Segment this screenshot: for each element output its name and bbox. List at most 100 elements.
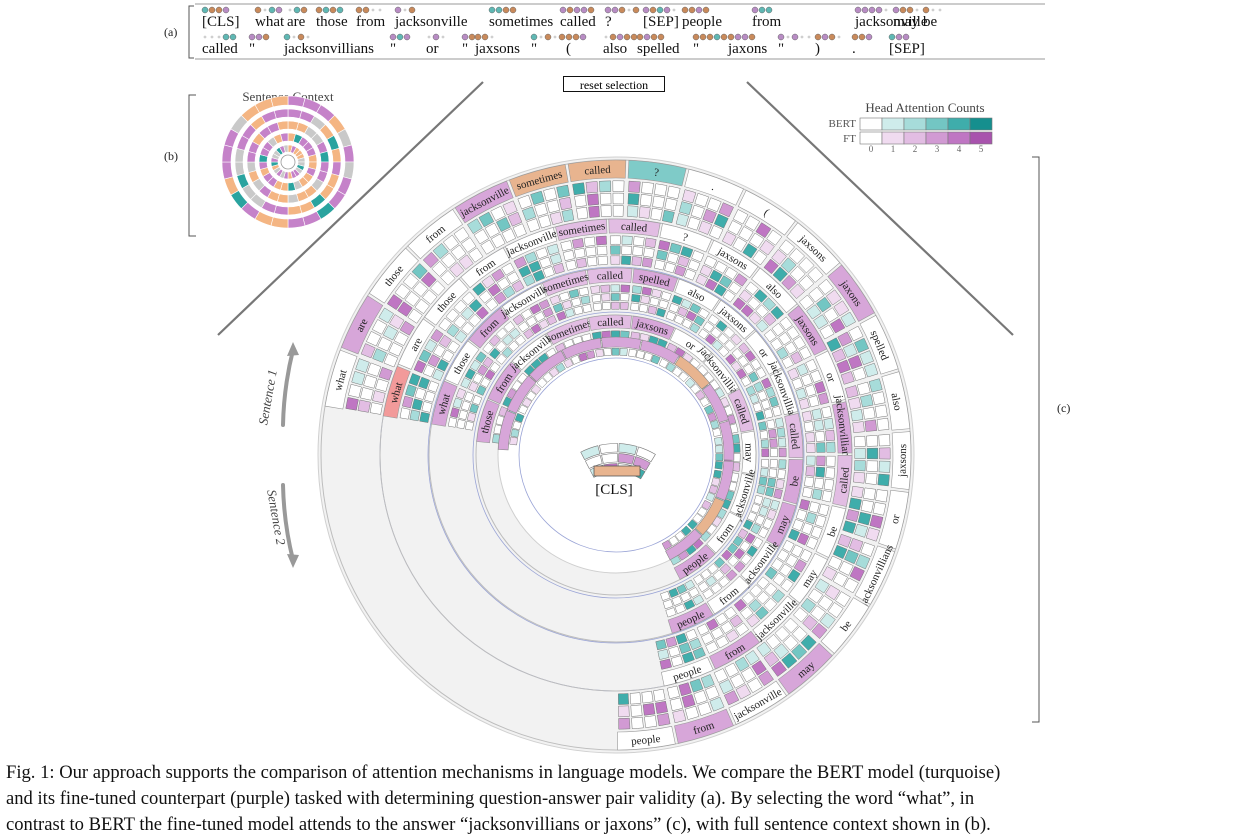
ring-word-segment[interactable] xyxy=(468,307,510,349)
ring-word-segment[interactable] xyxy=(476,399,500,444)
ring-word-segment[interactable] xyxy=(769,369,799,416)
ring-word-segment[interactable] xyxy=(832,454,853,507)
ring-word-segment[interactable] xyxy=(397,318,436,370)
inner-word-segment[interactable] xyxy=(601,336,642,350)
ring-word-segment[interactable] xyxy=(703,353,740,395)
ring-word-segment[interactable] xyxy=(881,371,911,431)
ring-word-segment[interactable] xyxy=(752,595,799,642)
token-0-5[interactable]: jacksonville xyxy=(394,14,468,30)
token-1-16[interactable]: [SEP] xyxy=(889,41,925,57)
ring-word-segment[interactable] xyxy=(673,544,716,580)
ring-word-segment[interactable] xyxy=(631,315,675,341)
ring-word-segment[interactable] xyxy=(667,602,714,634)
inner-word-segment[interactable] xyxy=(561,337,602,360)
ring-word-segment[interactable] xyxy=(684,168,744,206)
ring-word-segment[interactable] xyxy=(728,680,787,725)
inner-word-segment[interactable] xyxy=(506,375,537,414)
ring-word-segment[interactable] xyxy=(669,328,712,363)
ring-word-segment[interactable] xyxy=(706,511,742,554)
token-1-11[interactable]: " xyxy=(693,41,699,57)
ring-word-segment[interactable] xyxy=(827,264,875,322)
ring-word-segment[interactable] xyxy=(608,218,661,238)
reset-selection-button[interactable]: reset selection xyxy=(563,76,665,92)
token-0-11[interactable]: from xyxy=(752,14,781,30)
ring-word-segment[interactable] xyxy=(632,268,679,293)
ring-word-segment[interactable] xyxy=(542,270,589,297)
inner-word-segment[interactable] xyxy=(694,497,725,536)
token-0-7[interactable]: called xyxy=(560,14,596,30)
ring-word-segment[interactable] xyxy=(788,552,828,604)
inner-word-segment[interactable] xyxy=(701,383,729,423)
ring-word-segment[interactable] xyxy=(878,489,909,550)
ring-word-segment[interactable] xyxy=(501,283,547,319)
ring-word-segment[interactable] xyxy=(487,361,522,405)
ring-word-segment[interactable] xyxy=(407,208,464,260)
inner-word-segment[interactable] xyxy=(715,460,735,501)
center-cls-node[interactable]: [CLS] xyxy=(580,443,656,499)
ring-word-segment[interactable] xyxy=(787,305,828,356)
ring-word-segment[interactable] xyxy=(745,330,782,375)
ring-word-segment[interactable] xyxy=(567,159,627,183)
ring-word-segment[interactable] xyxy=(854,545,896,605)
token-0-3[interactable]: those xyxy=(316,14,348,30)
ring-word-segment[interactable] xyxy=(431,380,458,427)
token-0-8[interactable]: ? xyxy=(605,14,612,30)
ring-word-segment[interactable] xyxy=(382,365,411,419)
token-1-13[interactable]: " xyxy=(778,41,784,57)
token-0-4[interactable]: from xyxy=(356,14,385,30)
token-0-1[interactable]: what xyxy=(255,14,285,30)
ring-word-segment[interactable] xyxy=(786,222,841,275)
token-1-14[interactable]: ) xyxy=(815,41,820,57)
ring-word-segment[interactable] xyxy=(674,278,720,312)
ring-word-segment[interactable] xyxy=(777,642,833,695)
token-0-13[interactable]: may xyxy=(893,14,919,30)
ring-word-segment[interactable] xyxy=(674,708,734,744)
token-0-9[interactable]: [SEP] xyxy=(643,14,679,30)
ring-word-segment[interactable] xyxy=(508,164,569,198)
ring-word-segment[interactable] xyxy=(859,314,899,375)
token-1-5[interactable]: " xyxy=(462,41,468,57)
ring-word-segment[interactable] xyxy=(782,459,804,505)
token-1-9[interactable]: also xyxy=(603,41,627,57)
token-0-6[interactable]: sometimes xyxy=(489,14,553,30)
ring-word-segment[interactable] xyxy=(751,267,798,314)
token-1-6[interactable]: jaxsons xyxy=(474,41,520,57)
token-1-8[interactable]: ( xyxy=(566,41,571,57)
ring-word-segment[interactable] xyxy=(740,430,757,475)
token-1-2[interactable]: jacksonvillians xyxy=(283,41,374,57)
ring-word-segment[interactable] xyxy=(712,299,756,340)
ring-word-segment[interactable] xyxy=(727,388,755,433)
ring-word-segment[interactable] xyxy=(831,401,853,454)
ring-word-segment[interactable] xyxy=(424,278,469,326)
token-1-15[interactable]: . xyxy=(852,41,856,57)
ring-word-segment[interactable] xyxy=(661,656,714,687)
inner-word-segment[interactable] xyxy=(665,528,703,561)
inner-word-segment[interactable] xyxy=(718,420,735,461)
ring-word-segment[interactable] xyxy=(324,349,358,410)
token-0-10[interactable]: people xyxy=(682,14,722,30)
ring-word-segment[interactable] xyxy=(460,247,511,289)
token-0-14[interactable]: be xyxy=(923,14,938,30)
token-0-2[interactable]: are xyxy=(287,14,306,30)
ring-word-segment[interactable] xyxy=(627,159,687,187)
token-1-12[interactable]: jaxons xyxy=(727,41,767,57)
ring-word-segment[interactable] xyxy=(504,227,558,260)
ring-word-segment[interactable] xyxy=(659,223,713,253)
token-1-3[interactable]: " xyxy=(390,41,396,57)
ring-word-segment[interactable] xyxy=(586,267,633,285)
ring-word-segment[interactable] xyxy=(511,333,553,371)
sentence-context-rings[interactable] xyxy=(221,95,355,229)
ring-word-segment[interactable] xyxy=(707,239,759,279)
ring-word-segment[interactable] xyxy=(444,340,480,386)
ring-word-segment[interactable] xyxy=(737,189,796,236)
ring-word-segment[interactable] xyxy=(706,575,751,615)
ring-word-segment[interactable] xyxy=(820,597,870,654)
ring-word-segment[interactable] xyxy=(784,412,804,459)
ring-word-segment[interactable] xyxy=(340,295,384,355)
ring-word-segment[interactable] xyxy=(555,218,608,241)
ring-word-segment[interactable] xyxy=(766,501,797,548)
ring-word-segment[interactable] xyxy=(546,317,591,345)
token-1-1[interactable]: " xyxy=(249,41,255,57)
ring-word-segment[interactable] xyxy=(814,350,846,404)
token-1-0[interactable]: called xyxy=(202,41,238,57)
